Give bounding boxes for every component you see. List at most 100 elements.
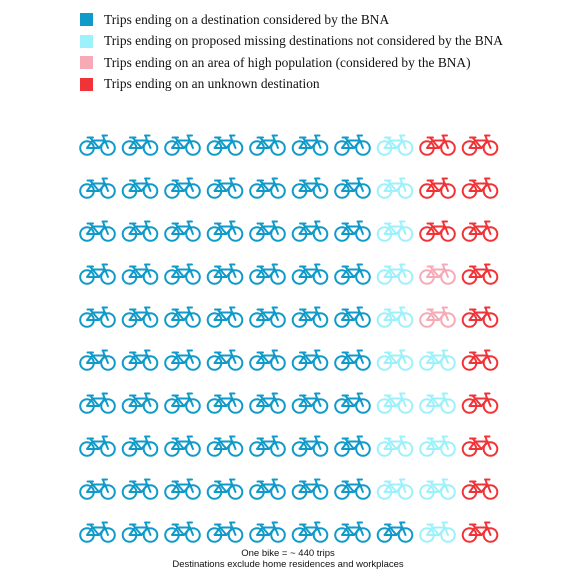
bicycle-icon-considered: [79, 435, 116, 457]
legend-label-missing: Trips ending on proposed missing destina…: [104, 33, 503, 49]
bicycle-icon-missing: [376, 306, 414, 328]
bicycle-icon-considered: [249, 306, 286, 328]
bicycle-icon-unknown: [461, 306, 499, 328]
bicycle-icon-considered: [249, 478, 286, 500]
legend-label-unknown: Trips ending on an unknown destination: [104, 76, 320, 92]
bicycle-icon-considered: [334, 306, 371, 328]
legend-swatch-considered: [80, 13, 93, 27]
legend-label-high-population: Trips ending on an area of high populati…: [104, 54, 471, 70]
bicycle-icon-unknown: [461, 177, 499, 199]
bicycle-icon-unknown: [419, 220, 456, 242]
bicycle-icon-unknown: [461, 134, 499, 156]
bicycle-icon-considered: [291, 220, 329, 242]
bicycle-icon-missing: [376, 177, 414, 199]
bicycle-icon-missing: [419, 521, 456, 543]
bicycle-icon-considered: [206, 521, 244, 543]
bicycle-icon-considered: [206, 478, 244, 500]
bicycle-icon-considered: [334, 177, 371, 199]
bicycle-icon-considered: [291, 392, 329, 414]
bicycle-icon-missing: [376, 435, 414, 457]
bicycle-icon-unknown: [419, 134, 456, 156]
bicycle-icon-considered: [291, 263, 329, 285]
bicycle-icon-considered: [334, 134, 371, 156]
bicycle-icon-considered: [164, 392, 201, 414]
bicycle-icon-considered: [121, 177, 159, 199]
bicycle-icon-considered: [206, 306, 244, 328]
bicycle-icon-considered: [249, 177, 286, 199]
bicycle-icon-missing: [376, 134, 414, 156]
bicycle-icon-high-population: [419, 263, 456, 285]
bicycle-icon-considered: [121, 349, 159, 371]
legend-item-high-population: Trips ending on an area of high populati…: [80, 52, 503, 74]
bicycle-icon-unknown: [461, 220, 499, 242]
bicycle-icon-missing: [376, 349, 414, 371]
bicycle-icon-considered: [206, 349, 244, 371]
legend-swatch-high-population: [80, 56, 93, 70]
bicycle-icon-considered: [164, 306, 201, 328]
legend: Trips ending on a destination considered…: [80, 9, 503, 95]
bicycle-icon-high-population: [419, 306, 456, 328]
bicycle-icon-considered: [249, 392, 286, 414]
bicycle-icon-considered: [121, 306, 159, 328]
bicycle-icon-considered: [164, 134, 201, 156]
bicycle-icon-considered: [164, 220, 201, 242]
bicycle-icon-considered: [206, 134, 244, 156]
bicycle-icon-considered: [376, 521, 414, 543]
legend-item-considered: Trips ending on a destination considered…: [80, 9, 503, 31]
bicycle-icon-considered: [79, 392, 116, 414]
bicycle-icon-considered: [334, 263, 371, 285]
bicycle-icon-considered: [164, 435, 201, 457]
legend-label-considered: Trips ending on a destination considered…: [104, 11, 390, 27]
bicycle-icon-considered: [249, 349, 286, 371]
bicycle-icon-considered: [334, 392, 371, 414]
bicycle-icon-considered: [291, 521, 329, 543]
bicycle-icon-considered: [121, 134, 159, 156]
bicycle-icon-considered: [79, 306, 116, 328]
bicycle-icon-considered: [121, 220, 159, 242]
bicycle-icon-considered: [79, 521, 116, 543]
bicycle-icon-considered: [249, 263, 286, 285]
bicycle-icon-considered: [79, 478, 116, 500]
bicycle-icon-considered: [291, 306, 329, 328]
bicycle-icon-considered: [79, 177, 116, 199]
pictogram-grid: [79, 134, 499, 543]
bicycle-icon-considered: [291, 435, 329, 457]
bicycle-icon-missing: [419, 392, 456, 414]
legend-swatch-unknown: [80, 77, 93, 91]
bicycle-icon-considered: [206, 263, 244, 285]
bicycle-icon-considered: [206, 435, 244, 457]
bicycle-icon-unknown: [461, 435, 499, 457]
bicycle-icon-considered: [206, 177, 244, 199]
bicycle-icon-unknown: [461, 263, 499, 285]
legend-item-missing: Trips ending on proposed missing destina…: [80, 31, 503, 53]
bicycle-icon-considered: [164, 263, 201, 285]
bicycle-icon-considered: [249, 134, 286, 156]
bicycle-icon-considered: [249, 521, 286, 543]
bicycle-icon-missing: [376, 220, 414, 242]
legend-item-unknown: Trips ending on an unknown destination: [80, 74, 503, 96]
exclusion-note: Destinations exclude home residences and…: [172, 559, 404, 570]
bicycle-icon-missing: [419, 435, 456, 457]
bicycle-icon-missing: [376, 478, 414, 500]
bicycle-icon-unknown: [461, 478, 499, 500]
bicycle-icon-missing: [376, 263, 414, 285]
bicycle-icon-considered: [291, 478, 329, 500]
bicycle-icon-unknown: [419, 177, 456, 199]
bicycle-icon-unknown: [461, 392, 499, 414]
bicycle-icon-considered: [291, 349, 329, 371]
bicycle-icon-considered: [291, 177, 329, 199]
bicycle-icon-considered: [206, 220, 244, 242]
bicycle-icon-considered: [291, 134, 329, 156]
bicycle-icon-considered: [79, 349, 116, 371]
bicycle-icon-considered: [164, 478, 201, 500]
bicycle-icon-considered: [249, 220, 286, 242]
bicycle-icon-considered: [334, 435, 371, 457]
footnote: One bike = ~ 440 trips Destinations excl…: [0, 548, 576, 570]
bicycle-icon-considered: [206, 392, 244, 414]
bicycle-icon-considered: [79, 263, 116, 285]
bicycle-icon-considered: [334, 521, 371, 543]
bicycle-icon-considered: [249, 435, 286, 457]
unit-note: One bike = ~ 440 trips: [241, 548, 335, 559]
legend-swatch-missing: [80, 34, 93, 48]
